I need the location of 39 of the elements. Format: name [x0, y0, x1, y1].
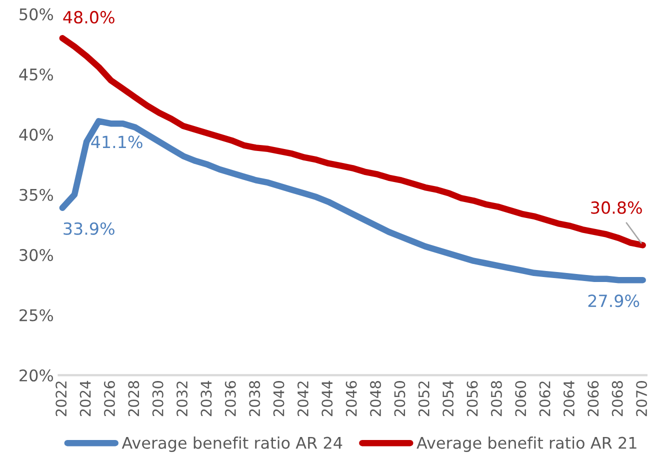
x-tick-label: 2056 [466, 380, 478, 416]
x-tick-label: 2070 [636, 381, 648, 416]
x-tick-label: 2050 [394, 381, 406, 416]
x-tick-label: 2024 [80, 380, 91, 416]
y-tick-label: 45% [19, 68, 54, 81]
x-tick-label: 2058 [490, 381, 502, 416]
x-tick-label: 2054 [442, 380, 454, 416]
legend-label: Average benefit ratio AR 21 [416, 436, 636, 452]
y-tick-label: 40% [19, 128, 54, 141]
legend-label: Average benefit ratio AR 24 [122, 436, 342, 452]
x-tick-label: 2030 [152, 381, 164, 416]
x-tick-label: 2040 [273, 381, 284, 416]
x-tick-label: 2036 [224, 380, 236, 416]
x-tick-label: 2060 [515, 381, 526, 416]
data-label: 27.9% [588, 294, 640, 308]
x-tick-label: 2062 [539, 382, 550, 416]
y-tick-label: 30% [20, 249, 54, 262]
x-tick-label: 2066 [588, 380, 599, 416]
data-label: 33.9% [64, 222, 114, 235]
x-tick-label: 2042 [297, 382, 308, 416]
x-tick-label: 2026 [104, 380, 115, 416]
x-tick-label: 2052 [418, 382, 430, 416]
x-tick-label: 2038 [249, 381, 260, 416]
y-tick-label: 50% [20, 8, 54, 20]
x-tick-label: 2064 [563, 380, 575, 416]
x-tick-label: 2048 [370, 381, 382, 416]
x-tick-label: 2034 [200, 380, 212, 416]
y-tick-label: 20% [20, 369, 54, 382]
x-tick-label: 2046 [346, 380, 357, 416]
x-tick-label: 2032 [176, 382, 188, 416]
x-tick-label: 2068 [612, 381, 623, 416]
data-label: 48.0% [63, 10, 114, 24]
y-tick-label: 35% [20, 188, 54, 201]
data-label: 41.1% [91, 136, 142, 148]
y-tick-label: 25% [20, 309, 54, 322]
data-label: 30.8% [591, 201, 642, 214]
x-tick-label: 2028 [128, 381, 140, 416]
x-tick-label: 2022 [56, 382, 67, 416]
x-tick-label: 2044 [322, 380, 333, 416]
